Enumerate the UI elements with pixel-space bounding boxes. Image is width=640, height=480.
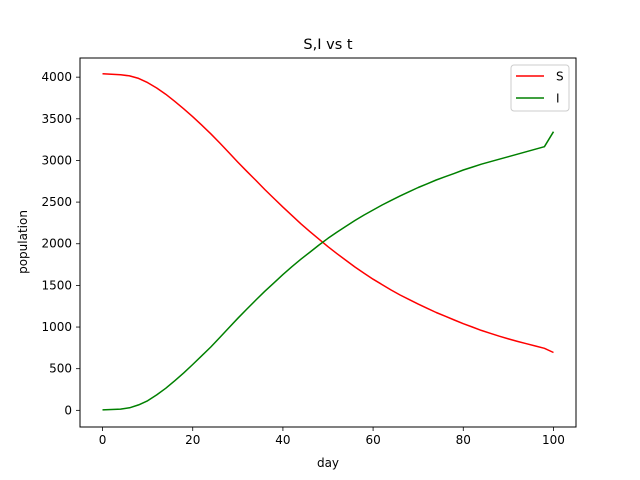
y-tick-label: 1500: [41, 278, 72, 292]
y-tick-label: 1000: [41, 320, 72, 334]
y-tick-label: 4000: [41, 70, 72, 84]
ticks-layer: 0 20 40 60 80 1000500100015002000250030003500…: [41, 70, 564, 447]
y-tick-label: 2000: [41, 237, 72, 251]
y-tick-label: 3500: [41, 112, 72, 126]
x-tick-label: 60: [365, 433, 380, 447]
x-tick-label: 0: [99, 433, 107, 447]
x-axis-label: day: [317, 456, 339, 470]
y-tick-label: 0: [64, 403, 72, 417]
chart-title: S,I vs t: [303, 37, 352, 53]
series-line-i: [102, 131, 555, 411]
plot-area: [80, 58, 576, 427]
y-tick-label: 3000: [41, 153, 72, 167]
y-tick-label: 500: [49, 362, 72, 376]
legend-label-s: S: [556, 70, 564, 84]
legend-label-i: I: [556, 92, 560, 106]
legend: S I: [510, 64, 570, 112]
y-axis-label: population: [16, 210, 30, 274]
x-tick-label: 100: [542, 433, 565, 447]
x-tick-label: 80: [456, 433, 471, 447]
x-tick-label: 40: [275, 433, 290, 447]
x-tick-label: 20: [185, 433, 200, 447]
series-line-s: [102, 73, 554, 354]
plot-frame: [79, 57, 577, 428]
lines-layer: [102, 73, 555, 411]
y-tick-label: 2500: [41, 195, 72, 209]
